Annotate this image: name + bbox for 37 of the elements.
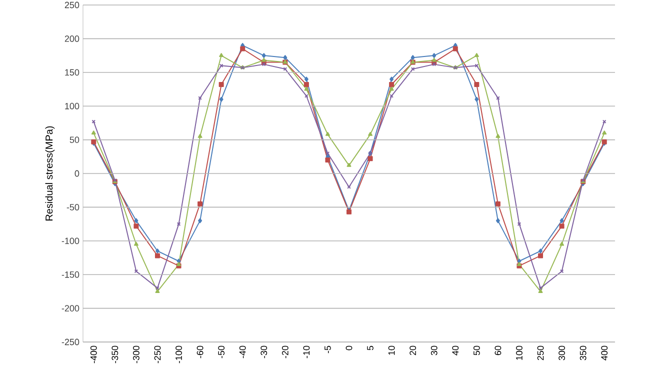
y-tick-label: 50 xyxy=(70,136,80,143)
x-tick-label: 350 xyxy=(580,346,586,360)
y-tick-label: 100 xyxy=(65,102,80,110)
x-tick-label: -100 xyxy=(176,346,182,364)
y-tick-label: 250 xyxy=(64,2,80,8)
y-tick-label: -100 xyxy=(62,238,80,244)
y-tick-label: -200 xyxy=(62,305,80,312)
x-tick-label: -30 xyxy=(260,346,268,358)
x-tick-label: 400 xyxy=(601,346,608,360)
x-tick-label: -400 xyxy=(90,346,97,364)
x-tick-label: -40 xyxy=(239,346,246,358)
x-tick-label: -5 xyxy=(324,346,331,354)
x-tick-label: -60 xyxy=(196,346,204,358)
x-tick-label: 10 xyxy=(388,346,395,355)
x-tick-label: -300 xyxy=(133,346,140,364)
y-tick-label: -150 xyxy=(62,271,80,278)
x-tick-label: -20 xyxy=(282,346,288,358)
x-tick-label: 30 xyxy=(430,346,438,356)
y-tick-label: 150 xyxy=(65,69,80,76)
y-tick-label: 0 xyxy=(74,170,80,177)
x-tick-label: -50 xyxy=(218,346,225,358)
x-tick-label: -10 xyxy=(303,346,310,358)
x-tick-label: 20 xyxy=(410,346,416,356)
x-tick-label: -350 xyxy=(112,346,118,364)
y-tick-label: -50 xyxy=(66,204,80,210)
y-axis-title: Residual stress(MPa) xyxy=(45,126,55,220)
x-tick-label: 250 xyxy=(537,346,544,360)
y-tick-label: -250 xyxy=(62,338,80,346)
x-tick-label: 50 xyxy=(473,346,480,356)
x-tick-label: 0 xyxy=(346,346,352,350)
x-tick-label: 40 xyxy=(452,346,459,356)
x-tick-label: -250 xyxy=(154,346,161,364)
x-tick-label: 100 xyxy=(516,346,522,360)
x-tick-label: 5 xyxy=(367,346,374,350)
x-tick-label: 300 xyxy=(558,346,565,360)
x-tick-label: 60 xyxy=(494,346,502,356)
y-tick-label: 200 xyxy=(64,36,80,42)
